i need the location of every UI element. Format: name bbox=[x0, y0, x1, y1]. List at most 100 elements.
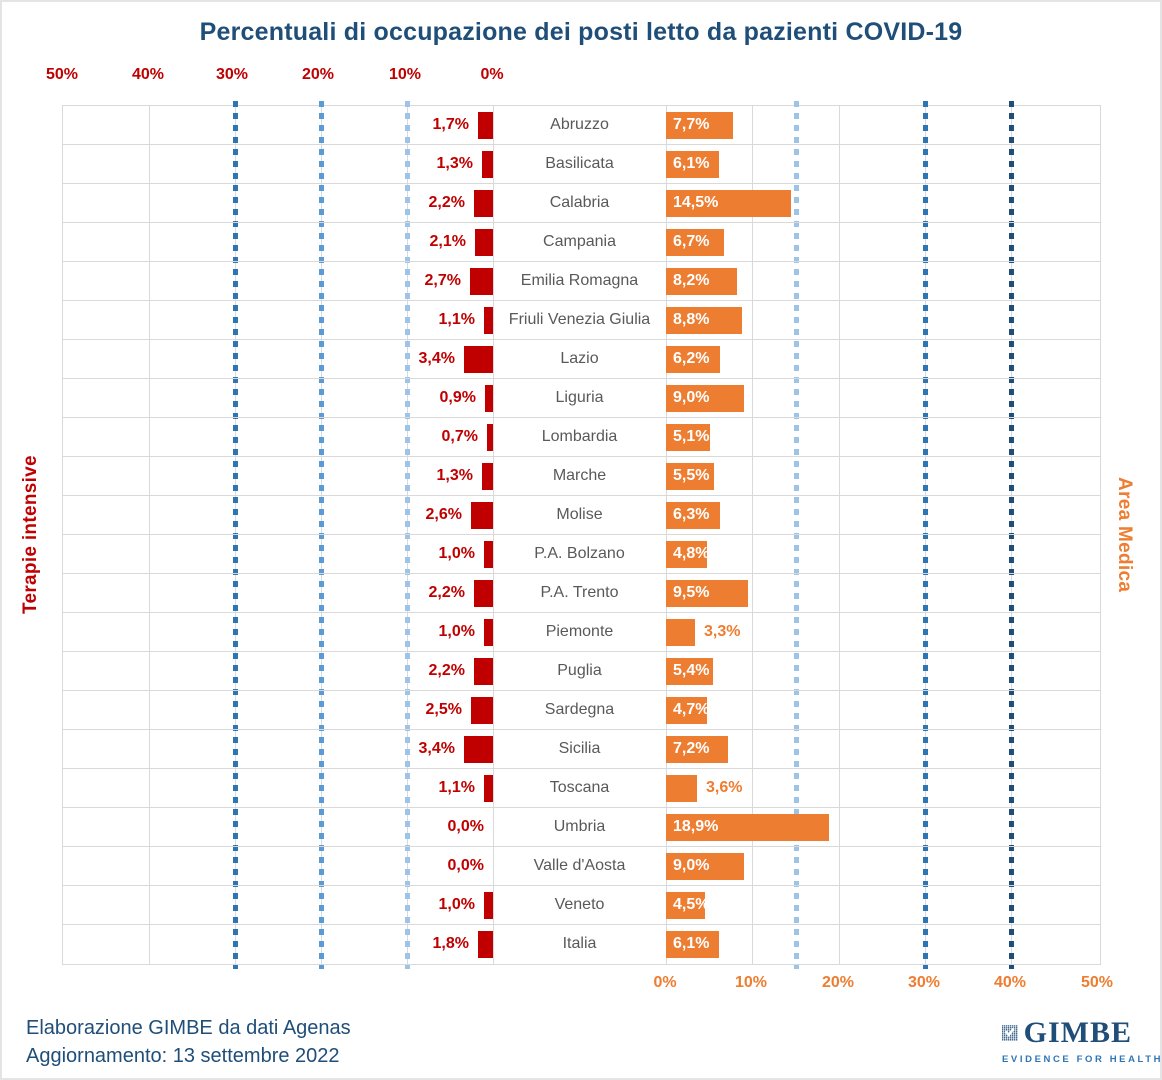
terapie-intensive-value: 0,0% bbox=[447, 857, 484, 874]
region-row: 2,2% P.A. Trento 9,5% bbox=[63, 574, 1100, 613]
area-medica-value: 8,2% bbox=[673, 272, 710, 289]
region-label: Italia bbox=[562, 935, 597, 952]
area-medica-value: 18,9% bbox=[673, 818, 719, 835]
right-axis-tick: 0% bbox=[653, 974, 677, 991]
left-axis-title: Terapie intensive bbox=[20, 455, 41, 615]
area-medica-bar bbox=[666, 229, 724, 256]
threshold-line bbox=[233, 101, 238, 969]
region-row: 1,3% Marche 5,5% bbox=[63, 457, 1100, 496]
terapie-intensive-bar bbox=[482, 463, 493, 490]
region-label: P.A. Trento bbox=[540, 584, 619, 601]
area-medica-bar bbox=[666, 424, 710, 451]
region-row: 3,4% Lazio 6,2% bbox=[63, 340, 1100, 379]
terapie-intensive-bar bbox=[470, 268, 493, 295]
region-row: 0,9% Liguria 9,0% bbox=[63, 379, 1100, 418]
region-row: 3,4% Sicilia 7,2% bbox=[63, 730, 1100, 769]
terapie-intensive-bar bbox=[478, 112, 493, 139]
area-medica-value: 4,8% bbox=[673, 545, 710, 562]
left-axis-tick: 40% bbox=[131, 66, 165, 83]
region-label: Piemonte bbox=[545, 623, 614, 640]
area-medica-value: 3,6% bbox=[706, 779, 743, 796]
area-medica-value: 6,1% bbox=[673, 935, 710, 952]
area-medica-value: 7,7% bbox=[673, 116, 710, 133]
region-label: Campania bbox=[543, 233, 616, 250]
gridline bbox=[752, 106, 753, 964]
region-label: Marche bbox=[552, 467, 607, 484]
area-medica-bar bbox=[666, 736, 728, 763]
terapie-intensive-bar bbox=[485, 385, 493, 412]
area-medica-bar bbox=[666, 268, 737, 295]
area-medica-value: 3,3% bbox=[704, 623, 741, 640]
area-medica-bar bbox=[666, 151, 719, 178]
region-row: 1,1% Toscana 3,6% bbox=[63, 769, 1100, 808]
terapie-intensive-bar bbox=[471, 502, 493, 529]
area-medica-value: 5,5% bbox=[673, 467, 710, 484]
area-medica-value: 6,1% bbox=[673, 155, 710, 172]
left-axis-tick: 50% bbox=[45, 66, 79, 83]
right-axis-title: Area Medica bbox=[1114, 477, 1135, 593]
area-medica-bar bbox=[666, 463, 714, 490]
right-axis-tick: 50% bbox=[1080, 974, 1114, 991]
region-row: 1,1% Friuli Venezia Giulia 8,8% bbox=[63, 301, 1100, 340]
area-medica-value: 5,1% bbox=[673, 428, 710, 445]
area-medica-value: 14,5% bbox=[673, 194, 719, 211]
area-medica-value: 8,8% bbox=[673, 311, 710, 328]
region-row: 0,0% Valle d'Aosta 9,0% bbox=[63, 847, 1100, 886]
gimbe-logo-mark-icon bbox=[1002, 1025, 1018, 1041]
terapie-intensive-bar bbox=[487, 424, 493, 451]
terapie-intensive-value: 1,0% bbox=[438, 623, 475, 640]
area-medica-value: 4,7% bbox=[673, 701, 710, 718]
area-medica-bar bbox=[666, 190, 791, 217]
region-label: Veneto bbox=[554, 896, 605, 913]
left-axis-tick: 0% bbox=[480, 66, 504, 83]
area-medica-value: 4,5% bbox=[673, 896, 710, 913]
area-medica-bar bbox=[666, 853, 744, 880]
area-medica-value: 6,3% bbox=[673, 506, 710, 523]
terapie-intensive-value: 1,8% bbox=[432, 935, 469, 952]
threshold-line bbox=[405, 101, 410, 969]
terapie-intensive-bar bbox=[484, 307, 493, 334]
region-row: 2,2% Puglia 5,4% bbox=[63, 652, 1100, 691]
terapie-intensive-value: 1,7% bbox=[432, 116, 469, 133]
terapie-intensive-value: 2,1% bbox=[429, 233, 466, 250]
terapie-intensive-value: 1,3% bbox=[436, 467, 473, 484]
region-label: Puglia bbox=[557, 662, 602, 679]
terapie-intensive-value: 2,2% bbox=[428, 194, 465, 211]
terapie-intensive-bar bbox=[482, 151, 493, 178]
region-label: Lazio bbox=[560, 350, 599, 367]
region-row: 1,0% P.A. Bolzano 4,8% bbox=[63, 535, 1100, 574]
left-axis-tick: 10% bbox=[388, 66, 422, 83]
terapie-intensive-value: 1,0% bbox=[438, 896, 475, 913]
left-axis-tick: 20% bbox=[301, 66, 335, 83]
chart-title: Percentuali di occupazione dei posti let… bbox=[199, 18, 963, 46]
right-axis-tick: 40% bbox=[993, 974, 1027, 991]
region-label: Sardegna bbox=[544, 701, 615, 718]
terapie-intensive-value: 2,5% bbox=[425, 701, 462, 718]
terapie-intensive-value: 1,0% bbox=[438, 545, 475, 562]
region-label: Umbria bbox=[553, 818, 606, 835]
region-row: 0,0% Umbria 18,9% bbox=[63, 808, 1100, 847]
area-medica-bar bbox=[666, 541, 707, 568]
terapie-intensive-value: 3,4% bbox=[418, 740, 455, 757]
terapie-intensive-value: 0,7% bbox=[441, 428, 478, 445]
right-axis-tick: 20% bbox=[821, 974, 855, 991]
region-label: Emilia Romagna bbox=[520, 272, 639, 289]
gridline bbox=[839, 106, 840, 964]
terapie-intensive-value: 3,4% bbox=[418, 350, 455, 367]
region-row: 2,1% Campania 6,7% bbox=[63, 223, 1100, 262]
terapie-intensive-bar bbox=[484, 892, 493, 919]
area-medica-bar bbox=[666, 931, 719, 958]
footer-updated: Aggiornamento: 13 settembre 2022 bbox=[26, 1045, 340, 1067]
gridline bbox=[666, 106, 667, 964]
footer-source: Elaborazione GIMBE da dati Agenas bbox=[26, 1017, 351, 1039]
terapie-intensive-bar bbox=[484, 541, 493, 568]
terapie-intensive-value: 1,1% bbox=[438, 779, 475, 796]
terapie-intensive-bar bbox=[484, 619, 493, 646]
terapie-intensive-bar bbox=[471, 697, 493, 724]
region-row: 2,2% Calabria 14,5% bbox=[63, 184, 1100, 223]
area-medica-bar bbox=[666, 619, 695, 646]
area-medica-value: 6,7% bbox=[673, 233, 710, 250]
terapie-intensive-bar bbox=[474, 658, 493, 685]
terapie-intensive-value: 0,9% bbox=[439, 389, 476, 406]
terapie-intensive-value: 2,2% bbox=[428, 584, 465, 601]
